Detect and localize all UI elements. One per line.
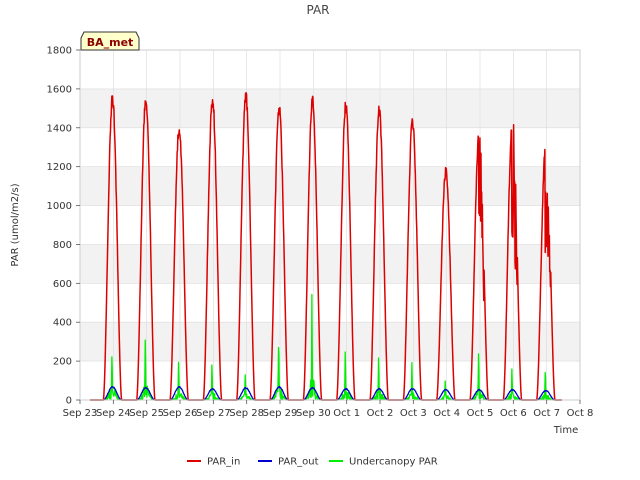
plot-frame (79, 49, 581, 401)
y-tick-label: 600 (53, 279, 72, 290)
x-tick-label: Sep 30 (296, 408, 331, 419)
x-tick-label: Oct 4 (433, 408, 460, 419)
x-tick-label: Oct 7 (533, 408, 560, 419)
x-tick-label: Oct 3 (400, 408, 427, 419)
grid-band (80, 322, 580, 362)
grid-band (80, 244, 580, 284)
y-tick-label: 1800 (47, 46, 72, 57)
x-tick-label: Oct 1 (333, 408, 360, 419)
x-tick-label: Oct 8 (567, 408, 594, 419)
x-tick-label: Sep 23 (63, 408, 98, 419)
y-tick-label: 800 (53, 240, 72, 251)
y-axis-title: PAR (umol/m2/s) (10, 183, 21, 266)
y-tick-label: 200 (53, 357, 72, 368)
x-tick-label: Oct 2 (367, 408, 394, 419)
site-badge: BA_met (80, 31, 140, 51)
y-tick-label: 1600 (47, 84, 72, 95)
x-tick-label: Sep 27 (196, 408, 231, 419)
y-tick-label: 1000 (47, 201, 72, 212)
legend: PAR_in PAR_out Undercanopy PAR (187, 457, 438, 468)
badge-label: BA_met (87, 36, 134, 49)
grid-band (80, 166, 580, 206)
x-tick-label: Sep 29 (263, 408, 298, 419)
y-axis-ticks: 0 200 400 600 800 1000 1200 1400 1600 1800 (47, 46, 80, 407)
legend-label: PAR_out (278, 457, 319, 468)
legend-label: Undercanopy PAR (349, 457, 438, 468)
y-tick-label: 0 (66, 396, 72, 407)
x-tick-label: Sep 28 (229, 408, 264, 419)
y-tick-label: 1200 (47, 162, 72, 173)
background-bands (80, 88, 580, 362)
legend-label: PAR_in (207, 457, 240, 468)
x-tick-label: Sep 26 (163, 408, 198, 419)
x-tick-label: Sep 25 (129, 408, 164, 419)
x-tick-label: Oct 6 (500, 408, 527, 419)
grid-band (80, 88, 580, 128)
x-axis-title: Time (553, 425, 578, 436)
y-tick-label: 400 (53, 318, 72, 329)
x-tick-label: Oct 5 (467, 408, 494, 419)
badge-box (80, 31, 140, 51)
chart-title: PAR (306, 3, 329, 17)
x-tick-label: Sep 24 (96, 408, 131, 419)
y-tick-label: 1400 (47, 123, 72, 134)
